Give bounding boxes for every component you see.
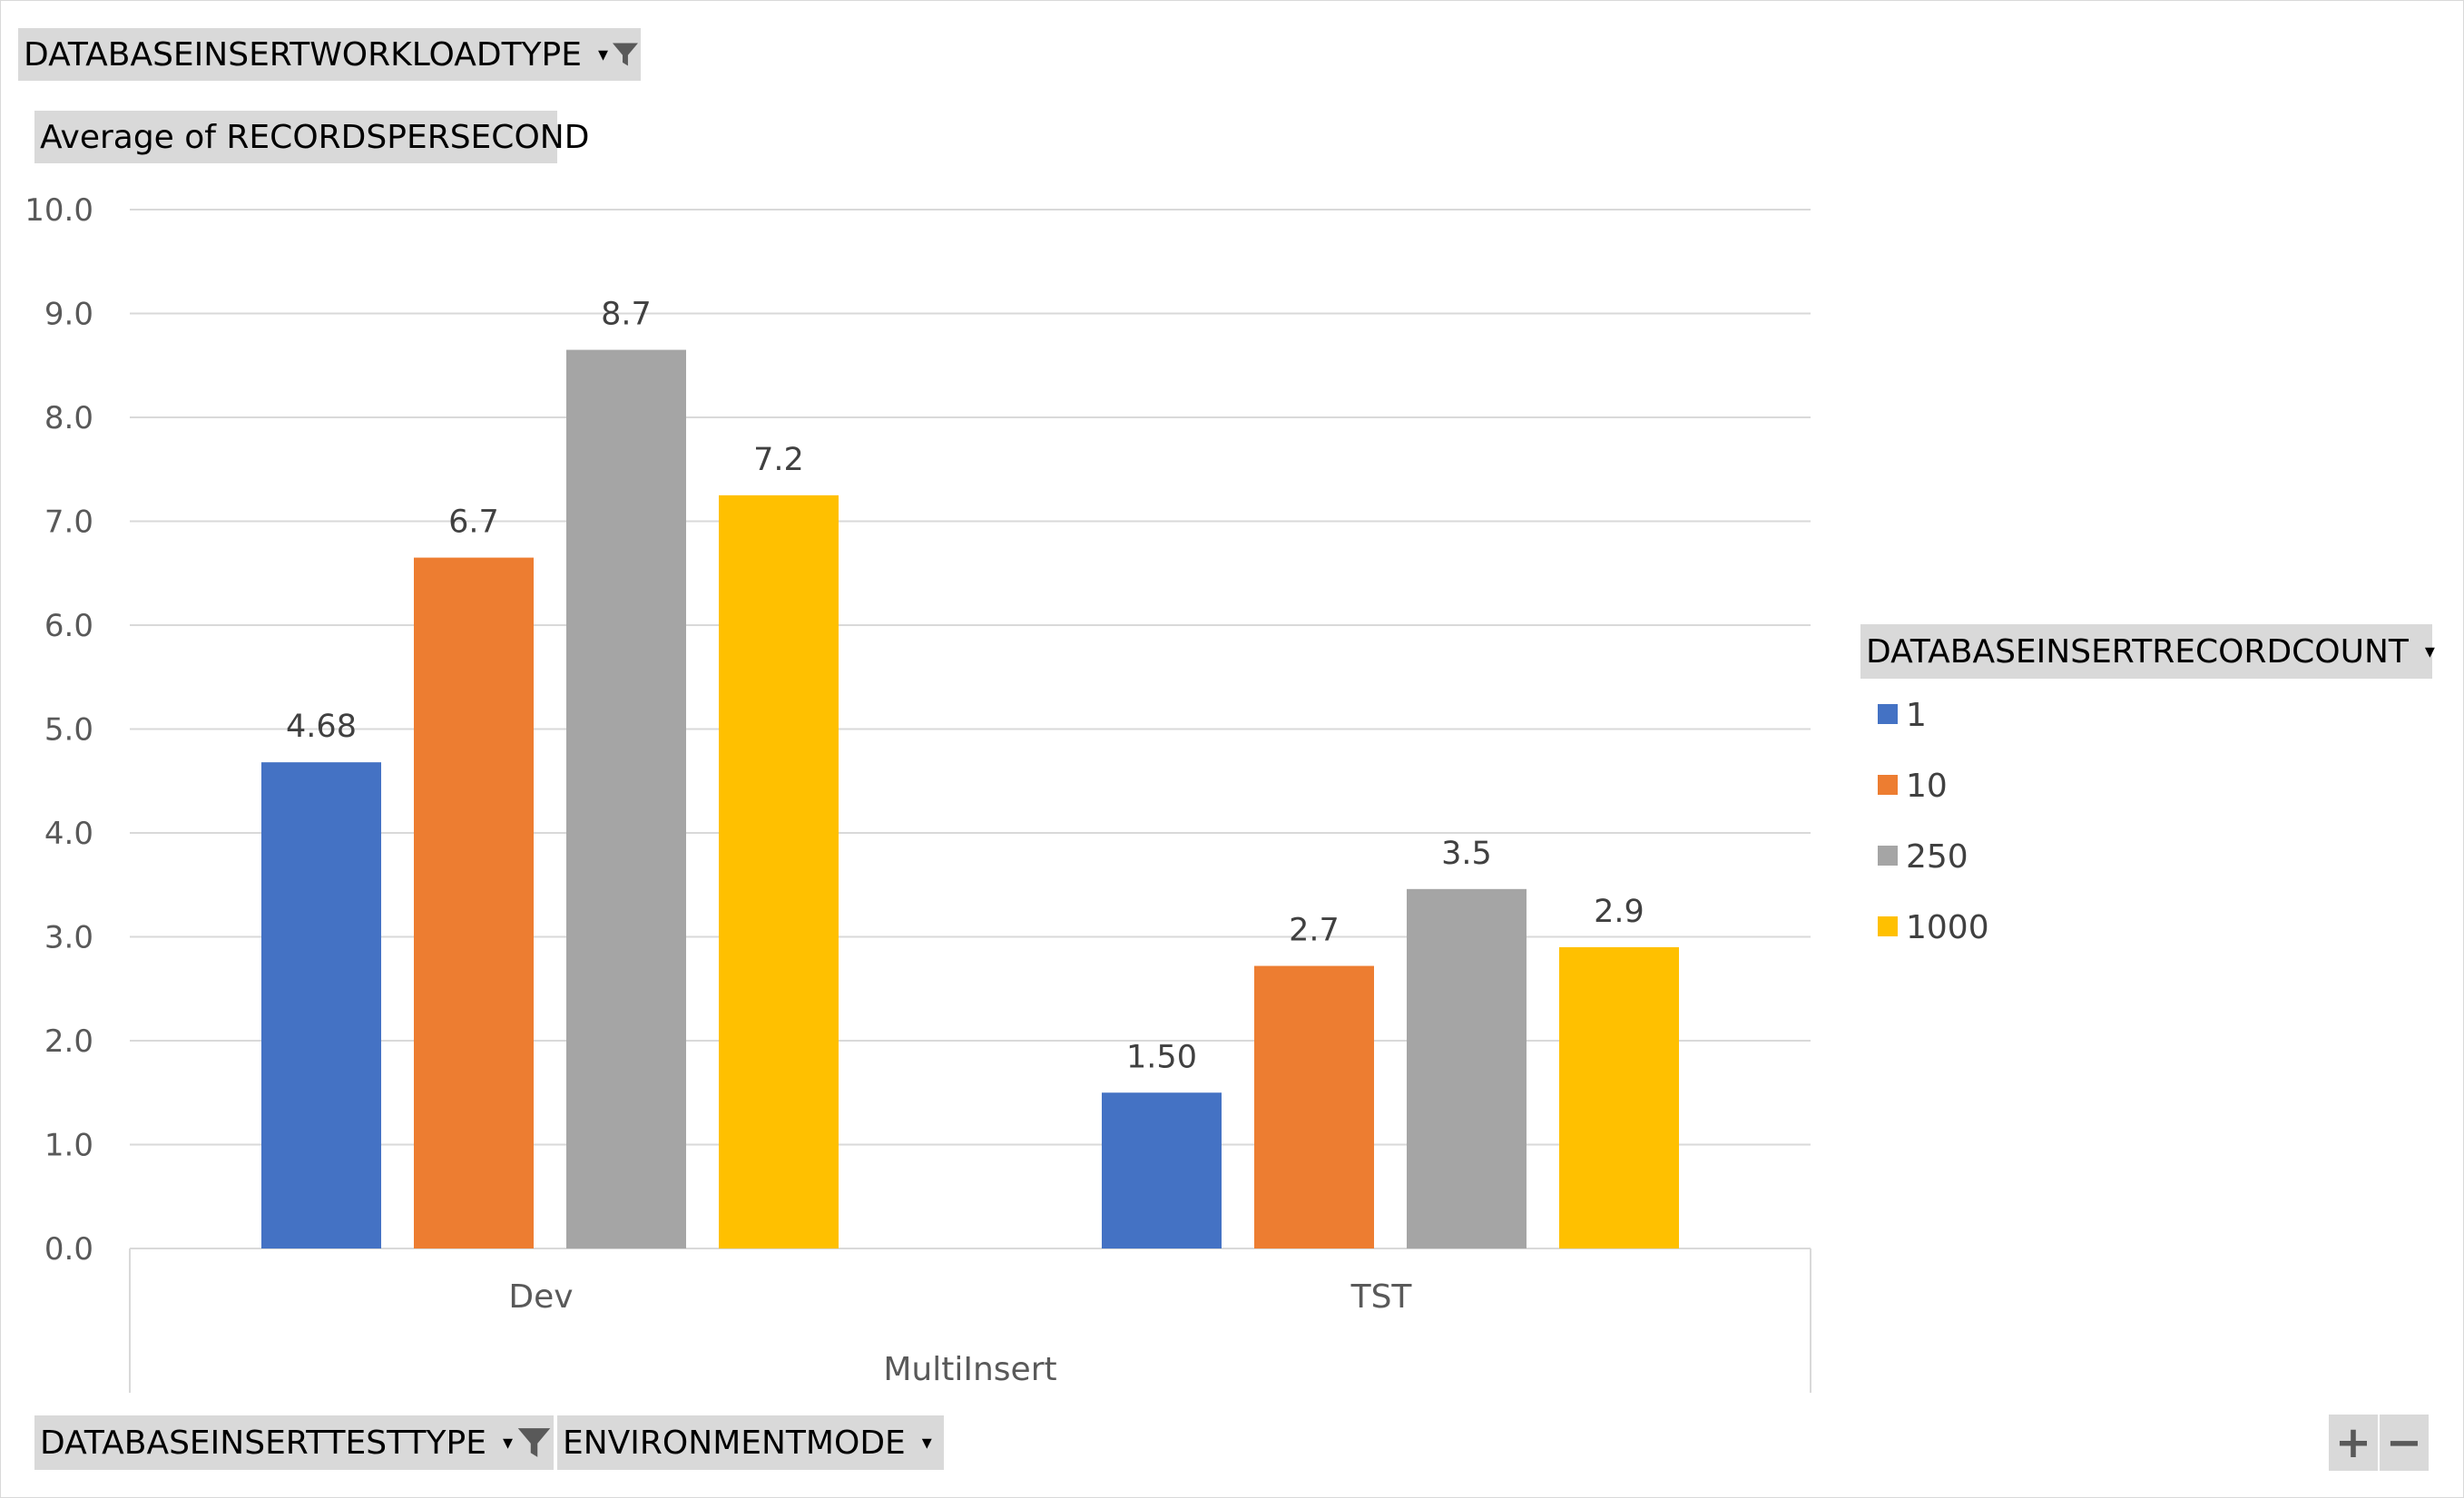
bar — [1102, 1092, 1222, 1248]
data-label: 7.2 — [753, 442, 804, 478]
bar — [1254, 965, 1374, 1248]
legend-label: 1 — [1906, 697, 1927, 734]
chevron-down-icon[interactable]: ▾ — [502, 1431, 513, 1454]
y-tick-label: 9.0 — [44, 297, 93, 333]
legend-label: 250 — [1906, 838, 1968, 876]
bar — [566, 349, 686, 1248]
data-label: 4.68 — [286, 709, 357, 745]
filter-funnel-icon[interactable] — [515, 1422, 554, 1464]
value-field-label: Average of RECORDSPERSECOND — [40, 118, 590, 156]
collapse-minus-button[interactable]: − — [2380, 1415, 2429, 1471]
value-field-button[interactable]: Average of RECORDSPERSECOND — [34, 111, 589, 163]
legend-swatch — [1878, 775, 1898, 795]
y-tick-label: 6.0 — [44, 608, 93, 644]
environment-mode-axis-button[interactable]: ENVIRONMENTMODE ▾ — [557, 1415, 944, 1470]
bar — [719, 494, 839, 1248]
data-label: 2.7 — [1289, 913, 1340, 949]
data-label: 6.7 — [448, 504, 499, 541]
data-label: 8.7 — [601, 297, 652, 333]
filter-funnel-icon[interactable] — [610, 34, 641, 75]
expand-plus-button[interactable]: + — [2329, 1415, 2378, 1471]
chevron-down-icon[interactable]: ▾ — [598, 43, 609, 66]
legend-field-button[interactable]: DATABASEINSERTRECORDCOUNT ▾ — [1860, 624, 2435, 679]
legend-swatch — [1878, 916, 1898, 936]
x-category-label: TST — [1350, 1278, 1413, 1316]
legend-field-label: DATABASEINSERTRECORDCOUNT — [1866, 632, 2409, 671]
bar — [1407, 888, 1527, 1248]
data-label: 2.9 — [1594, 894, 1644, 930]
workload-type-filter-label: DATABASEINSERTWORKLOADTYPE — [24, 35, 583, 73]
data-label: 3.5 — [1441, 836, 1492, 872]
bar — [261, 762, 381, 1248]
y-tick-label: 8.0 — [44, 400, 93, 436]
y-tick-label: 2.0 — [44, 1023, 93, 1060]
x-group-label: MultiInsert — [883, 1351, 1056, 1388]
workload-type-filter-button[interactable]: DATABASEINSERTWORKLOADTYPE ▾ — [18, 28, 641, 81]
bar — [414, 557, 534, 1248]
x-category-label: Dev — [508, 1278, 573, 1316]
chevron-down-icon[interactable]: ▾ — [2424, 640, 2435, 663]
bar — [1559, 946, 1679, 1248]
test-type-axis-label: DATABASEINSERTTESTTYPE — [40, 1424, 486, 1462]
legend-label: 1000 — [1906, 909, 1989, 946]
legend-swatch — [1878, 704, 1898, 724]
chevron-down-icon[interactable]: ▾ — [921, 1431, 932, 1454]
legend-label: 10 — [1906, 768, 1948, 805]
environment-mode-axis-label: ENVIRONMENTMODE — [563, 1424, 906, 1462]
legend-swatch — [1878, 846, 1898, 866]
y-tick-label: 7.0 — [44, 504, 93, 541]
test-type-axis-button[interactable]: DATABASEINSERTTESTTYPE ▾ — [34, 1415, 554, 1470]
plus-icon: + — [2334, 1417, 2372, 1468]
data-label: 1.50 — [1126, 1039, 1197, 1075]
y-tick-label: 3.0 — [44, 920, 93, 956]
y-tick-label: 1.0 — [44, 1128, 93, 1164]
y-tick-label: 5.0 — [44, 712, 93, 749]
y-tick-label: 10.0 — [25, 192, 93, 229]
y-tick-label: 0.0 — [44, 1231, 93, 1268]
minus-icon: − — [2385, 1417, 2423, 1468]
y-tick-label: 4.0 — [44, 816, 93, 852]
